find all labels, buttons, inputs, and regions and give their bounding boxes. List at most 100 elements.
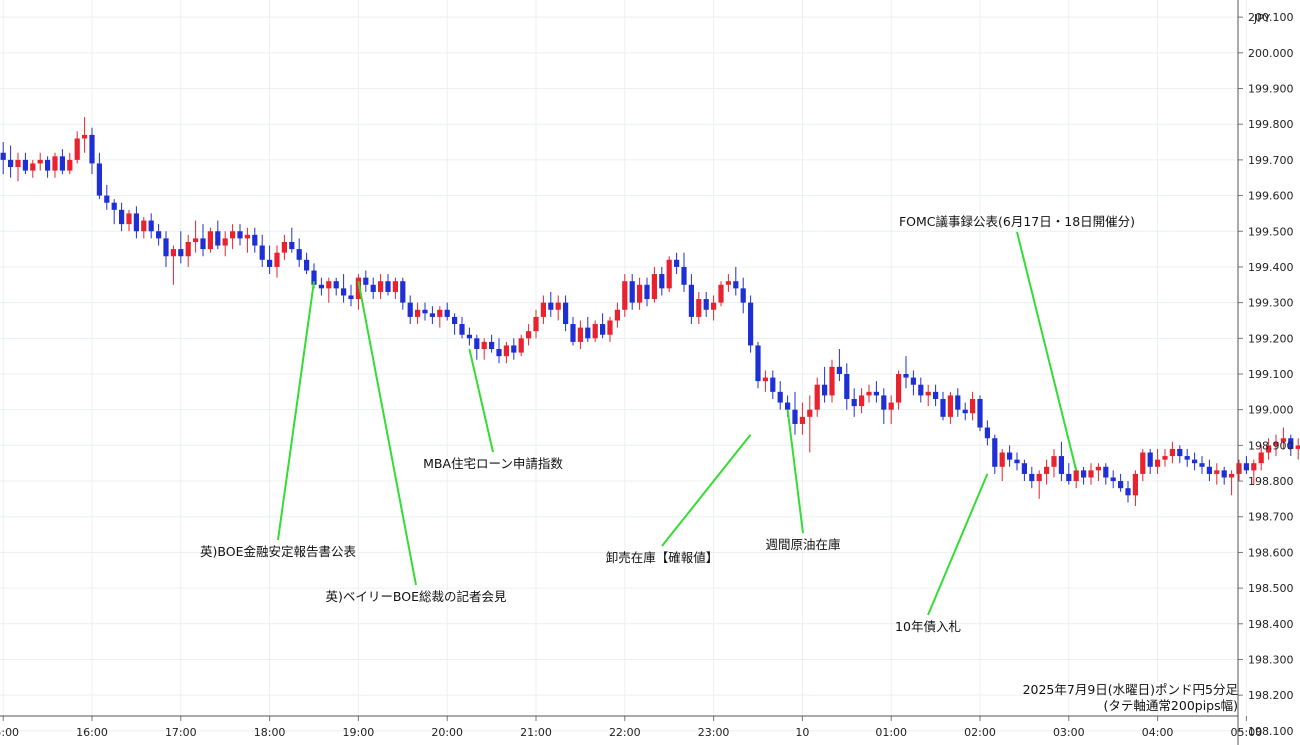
candle-body — [814, 384, 820, 410]
candle-body — [881, 395, 887, 410]
candle — [37, 152, 43, 171]
candle — [910, 370, 916, 396]
candle-body — [799, 416, 805, 424]
currency-label: JPY — [1253, 12, 1271, 25]
candle-body — [570, 324, 576, 342]
candle — [348, 284, 354, 307]
candle — [289, 227, 295, 253]
candle-body — [962, 409, 968, 414]
candle — [903, 356, 909, 389]
candle-body — [1103, 466, 1109, 478]
candle-body — [244, 234, 250, 239]
candle — [844, 363, 850, 410]
y-tick-label: 200.000 — [1248, 47, 1294, 60]
x-tick-label: 22:00 — [609, 726, 641, 739]
candle — [585, 316, 591, 342]
candle — [555, 295, 561, 321]
candle — [733, 266, 739, 296]
y-tick-label: 199.900 — [1248, 83, 1294, 96]
candle — [170, 245, 176, 285]
candle-body — [89, 134, 95, 164]
candle-body — [444, 309, 450, 317]
candle — [873, 381, 879, 403]
candle-body — [925, 391, 931, 396]
candle — [792, 391, 798, 435]
candle-body — [970, 398, 976, 414]
candle-body — [777, 391, 783, 403]
candle — [378, 274, 384, 300]
candle-body — [311, 270, 317, 285]
candle — [644, 277, 650, 307]
candle — [318, 277, 324, 296]
candle-body — [836, 366, 842, 374]
candle — [770, 370, 776, 399]
candle-body — [392, 281, 398, 292]
candle — [1251, 459, 1257, 485]
candle-body — [15, 159, 21, 168]
candle — [296, 238, 302, 267]
candle-body — [555, 302, 561, 310]
candle-body — [947, 395, 953, 417]
candle-body — [318, 284, 324, 289]
candle — [1258, 445, 1264, 471]
candle-body — [82, 134, 88, 139]
candle — [15, 152, 21, 182]
candle — [156, 224, 162, 246]
candle — [992, 434, 998, 474]
x-tick-label: 16:00 — [76, 726, 108, 739]
candle-body — [1229, 473, 1235, 478]
candle — [548, 291, 554, 317]
annotation-label: 英)ベイリーBOE総裁の記者会見 — [326, 589, 507, 604]
candle-body — [459, 324, 465, 335]
candle — [1221, 466, 1227, 485]
candle-body — [1280, 438, 1286, 442]
candle — [629, 274, 635, 310]
x-tick-label: 05:00 — [1231, 726, 1263, 739]
candle — [193, 220, 199, 253]
candle — [30, 159, 36, 178]
grid — [0, 0, 1247, 732]
y-tick-label: 198.400 — [1248, 618, 1294, 631]
y-tick-label: 200.100 — [1248, 11, 1294, 24]
candle — [89, 127, 95, 175]
candle — [1280, 427, 1286, 449]
candle — [503, 341, 509, 364]
candle — [651, 266, 657, 303]
candle — [96, 152, 102, 200]
candle-body — [762, 377, 768, 382]
y-tick-label: 199.600 — [1248, 190, 1294, 203]
candle — [230, 224, 236, 250]
candle — [82, 117, 88, 153]
candle — [688, 274, 694, 325]
candle — [392, 277, 398, 300]
candle — [999, 448, 1005, 482]
candle — [637, 277, 643, 310]
candle-body — [22, 159, 28, 171]
candle — [141, 216, 147, 239]
candle-body — [792, 409, 798, 424]
x-tick-label: 04:00 — [1142, 726, 1174, 739]
caption-line-1: 2025年7月9日(水曜日)ポンド円5分足 — [1023, 682, 1239, 697]
candle — [481, 338, 487, 360]
candle — [940, 391, 946, 421]
candle-body — [548, 302, 554, 310]
candle — [1184, 448, 1190, 467]
candle-body — [481, 341, 487, 350]
candle-body — [718, 284, 724, 303]
candle-body — [866, 391, 872, 396]
candle-body — [1007, 452, 1013, 460]
y-tick-label: 198.300 — [1248, 653, 1294, 666]
candle-body — [429, 313, 435, 317]
candle — [304, 252, 310, 275]
candle — [207, 227, 213, 253]
candle — [1266, 438, 1272, 460]
candle — [326, 277, 332, 303]
candle-body — [1155, 459, 1161, 467]
candle — [407, 295, 413, 325]
candle-body — [748, 302, 754, 346]
candle — [148, 213, 154, 239]
candle-body — [348, 295, 354, 300]
candle — [540, 295, 546, 325]
candle-body — [185, 241, 191, 257]
